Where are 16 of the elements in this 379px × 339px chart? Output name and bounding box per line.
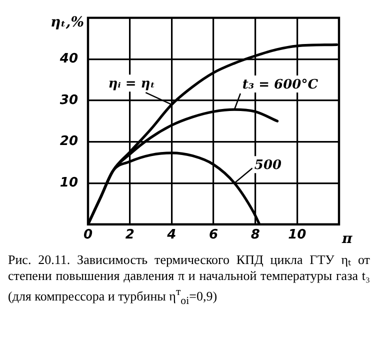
x-tick-label: 2 — [125, 228, 134, 243]
y-tick-label: 30 — [60, 92, 78, 108]
x-tick-label: 10 — [288, 228, 306, 243]
x-axis-title: π — [341, 231, 353, 248]
x-tick-label: 8 — [250, 228, 260, 243]
x-tick-label: 4 — [166, 228, 176, 243]
y-axis-title: ηₜ,% — [50, 14, 84, 30]
y-tick-label: 40 — [58, 51, 78, 66]
x-tick-label: 0 — [83, 228, 93, 243]
y-tick-label: 20 — [60, 134, 78, 150]
series-label: 500 — [254, 158, 282, 174]
y-tick-label: 10 — [60, 175, 78, 190]
series-label: ηᵢ = ηₜ — [108, 76, 156, 92]
x-tick-label: 6 — [208, 228, 218, 243]
text: Рис. 20.11. Зависимость термического КПД цикла ГТУ ηₜ от степени повышения давления π и начальной температуры газа t₃ (для компрессора и турбины η$^{т}$$_{oi}$=0,9) — [8, 252, 370, 309]
series-label: t₃ = 600°C — [242, 78, 319, 93]
